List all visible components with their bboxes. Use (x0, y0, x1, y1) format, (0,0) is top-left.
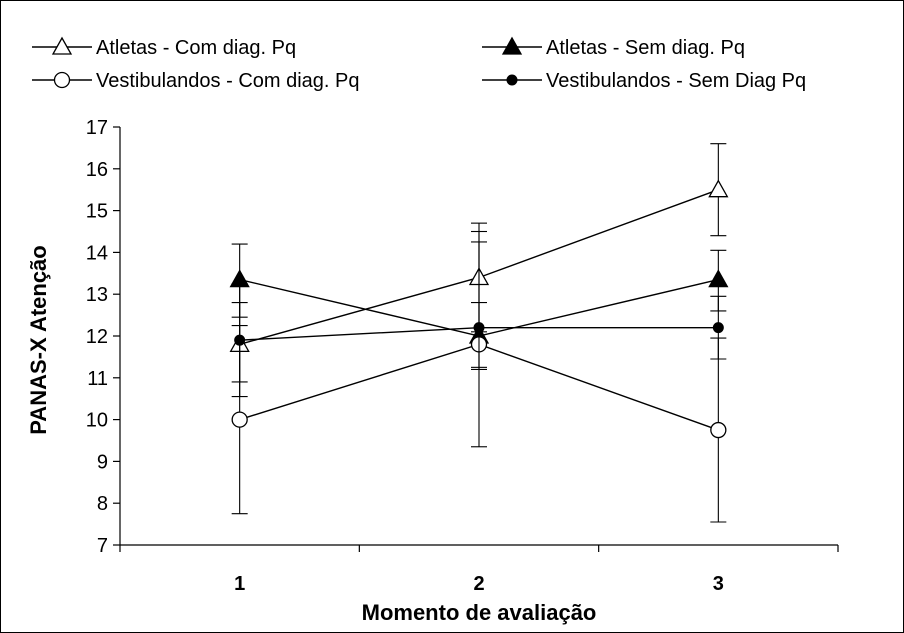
data-point (506, 74, 518, 86)
y-tick-label: 14 (86, 242, 108, 264)
y-axis-title: PANAS-X Atenção (26, 245, 51, 434)
data-point (234, 334, 246, 346)
data-point (708, 179, 729, 198)
legend: Atletas - Com diag. Pq Atletas - Sem diag… (32, 36, 806, 92)
data-point (710, 421, 727, 439)
legend-item: Vestibulandos - Com diag. Pq (32, 70, 360, 92)
data-point (712, 322, 724, 334)
y-tick-label: 12 (86, 326, 108, 348)
x-tick-label: 3 (713, 573, 724, 595)
y-tick-label: 16 (86, 159, 108, 181)
data-point (51, 36, 73, 55)
y-tick-label: 8 (97, 493, 108, 515)
y-tick-label: 15 (86, 201, 108, 223)
x-tick-label: 1 (234, 573, 245, 595)
y-axis: 7 8 9 10 11 12 13 14 15 16 17 (86, 117, 121, 557)
series-4 (231, 230, 727, 398)
x-tick-label: 2 (473, 573, 484, 595)
legend-label: Atletas - Com diag. Pq (96, 37, 296, 59)
series-layer (229, 143, 729, 523)
legend-item: Atletas - Sem diag. Pq (482, 36, 745, 59)
legend-item: Atletas - Com diag. Pq (32, 36, 296, 59)
data-point (53, 71, 71, 89)
data-point (231, 411, 248, 428)
data-point (708, 269, 729, 288)
y-tick-label: 13 (86, 284, 108, 306)
data-point (473, 322, 485, 334)
legend-item: Vestibulandos - Sem Diag Pq (482, 70, 806, 92)
y-tick-label: 9 (97, 451, 108, 473)
legend-label: Vestibulandos - Sem Diag Pq (546, 70, 806, 92)
x-axis: 1 2 3 (119, 544, 839, 595)
legend-label: Atletas - Sem diag. Pq (546, 37, 745, 59)
data-point (501, 36, 523, 55)
x-axis-title: Momento de avaliação (362, 600, 597, 625)
y-tick-label: 17 (86, 117, 108, 139)
y-tick-label: 10 (86, 410, 108, 432)
y-tick-label: 7 (97, 535, 108, 557)
legend-label: Vestibulandos - Com diag. Pq (96, 70, 360, 92)
y-tick-label: 11 (87, 368, 108, 390)
